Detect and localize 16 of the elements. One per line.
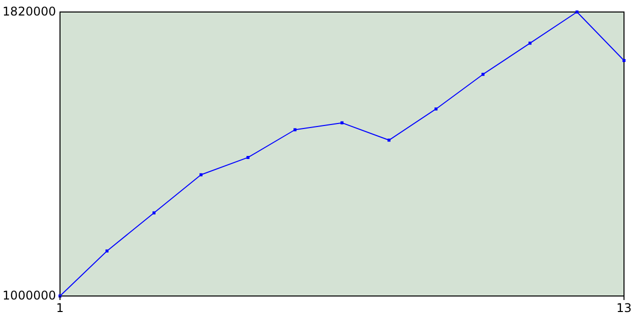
y-tick-label: 1820000: [2, 4, 56, 18]
point: [528, 42, 532, 45]
point: [246, 156, 250, 159]
point: [152, 211, 156, 214]
point: [106, 249, 108, 252]
x-tick-label: 1: [56, 301, 64, 315]
line-series: [58, 10, 626, 298]
x-tick-label: 13: [616, 301, 632, 315]
point: [200, 173, 202, 176]
point: [388, 138, 390, 142]
point: [434, 107, 438, 110]
point: [482, 72, 484, 76]
point: [340, 121, 344, 124]
point: [622, 58, 626, 62]
point: [294, 128, 296, 132]
y-tick-label: 1000000: [2, 288, 56, 302]
